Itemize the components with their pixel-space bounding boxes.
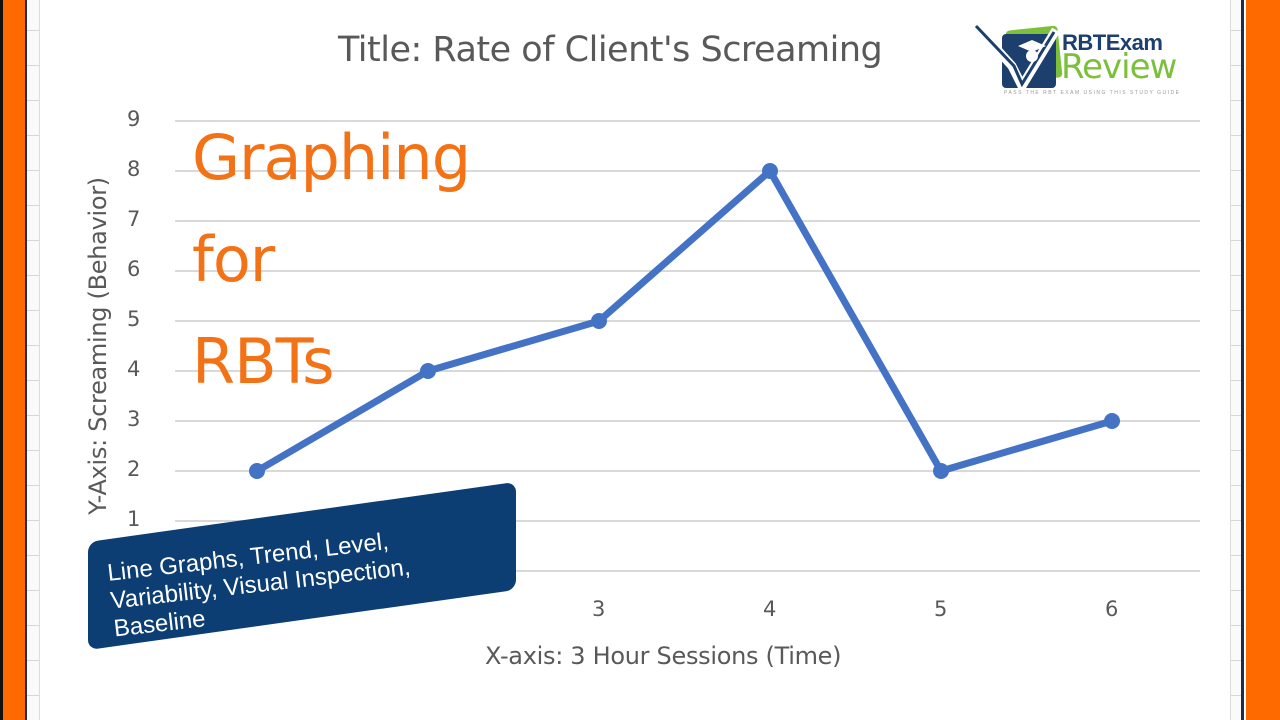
row-separator — [1231, 310, 1241, 311]
data-point — [933, 463, 949, 479]
frame-edge-left-navy — [25, 0, 27, 720]
frame-edge-left-black — [0, 0, 3, 720]
headline: Graphing for RBTs — [192, 112, 471, 418]
row-separator — [27, 135, 39, 136]
y-axis-label: Y-Axis: Screaming (Behavior) — [84, 177, 112, 515]
row-separator — [1231, 590, 1241, 591]
x-tick-label: 4 — [763, 597, 777, 621]
row-separator — [27, 660, 39, 661]
y-tick-label: 7 — [127, 207, 141, 231]
row-separator — [27, 485, 39, 486]
row-separator — [1231, 275, 1241, 276]
x-tick-label: 6 — [1105, 597, 1119, 621]
chart-title: Title: Rate of Client's Screaming — [338, 30, 883, 70]
row-separator — [27, 555, 39, 556]
headline-line: RBTs — [192, 325, 335, 398]
row-separator — [27, 520, 39, 521]
y-tick-label: 6 — [127, 257, 141, 281]
frame-edge-left-orange — [3, 0, 25, 720]
row-separator — [1231, 380, 1241, 381]
logo-tagline: PASS THE RBT EXAM USING THIS STUDY GUIDE — [1004, 90, 1181, 96]
row-separator — [27, 275, 39, 276]
row-separator — [1231, 345, 1241, 346]
y-tick-label: 5 — [127, 307, 141, 331]
graduate-check-icon — [972, 22, 1063, 96]
y-tick-label: 2 — [127, 457, 141, 481]
data-point — [1104, 413, 1120, 429]
spreadsheet-row-gutter-right — [1230, 0, 1241, 720]
row-separator — [1231, 555, 1241, 556]
row-separator — [27, 30, 39, 31]
row-separator — [27, 65, 39, 66]
row-separator — [1231, 30, 1241, 31]
row-separator — [1231, 65, 1241, 66]
y-tick-label: 3 — [127, 407, 141, 431]
row-separator — [1231, 450, 1241, 451]
row-separator — [27, 310, 39, 311]
x-axis-label: X-axis: 3 Hour Sessions (Time) — [485, 642, 842, 670]
x-tick-label: 5 — [934, 597, 948, 621]
row-separator — [27, 695, 39, 696]
rbtexam-review-logo — [972, 22, 1063, 96]
x-tick-label: 3 — [592, 597, 606, 621]
row-separator — [27, 205, 39, 206]
spreadsheet-row-gutter-left — [27, 0, 40, 720]
data-point — [591, 313, 607, 329]
row-separator — [1231, 170, 1241, 171]
row-separator — [27, 170, 39, 171]
row-separator — [27, 380, 39, 381]
row-separator — [27, 345, 39, 346]
data-point — [762, 163, 778, 179]
row-separator — [1231, 100, 1241, 101]
y-tick-label: 1 — [127, 507, 141, 531]
data-point — [249, 463, 265, 479]
row-separator — [1231, 660, 1241, 661]
row-separator — [27, 415, 39, 416]
series-line — [255, 167, 1113, 475]
row-separator — [1231, 205, 1241, 206]
logo-name-top: RBTExam — [1062, 30, 1163, 55]
row-separator — [1231, 240, 1241, 241]
row-separator — [1231, 625, 1241, 626]
y-tick-label: 9 — [127, 107, 141, 131]
row-separator — [27, 450, 39, 451]
row-separator — [1231, 135, 1241, 136]
data-point — [420, 363, 436, 379]
row-separator — [27, 590, 39, 591]
row-separator — [27, 240, 39, 241]
row-separator — [1231, 695, 1241, 696]
y-tick-label: 4 — [127, 357, 141, 381]
row-separator — [27, 625, 39, 626]
row-separator — [1231, 520, 1241, 521]
frame-edge-right-orange — [1246, 0, 1280, 720]
y-tick-label: 8 — [127, 157, 141, 181]
headline-line: Graphing — [192, 121, 471, 194]
row-separator — [1231, 485, 1241, 486]
row-separator — [1231, 415, 1241, 416]
frame-edge-right-navy — [1241, 0, 1244, 720]
logo-name-bottom: Review — [1061, 47, 1177, 87]
row-separator — [27, 100, 39, 101]
headline-line: for — [192, 223, 275, 296]
